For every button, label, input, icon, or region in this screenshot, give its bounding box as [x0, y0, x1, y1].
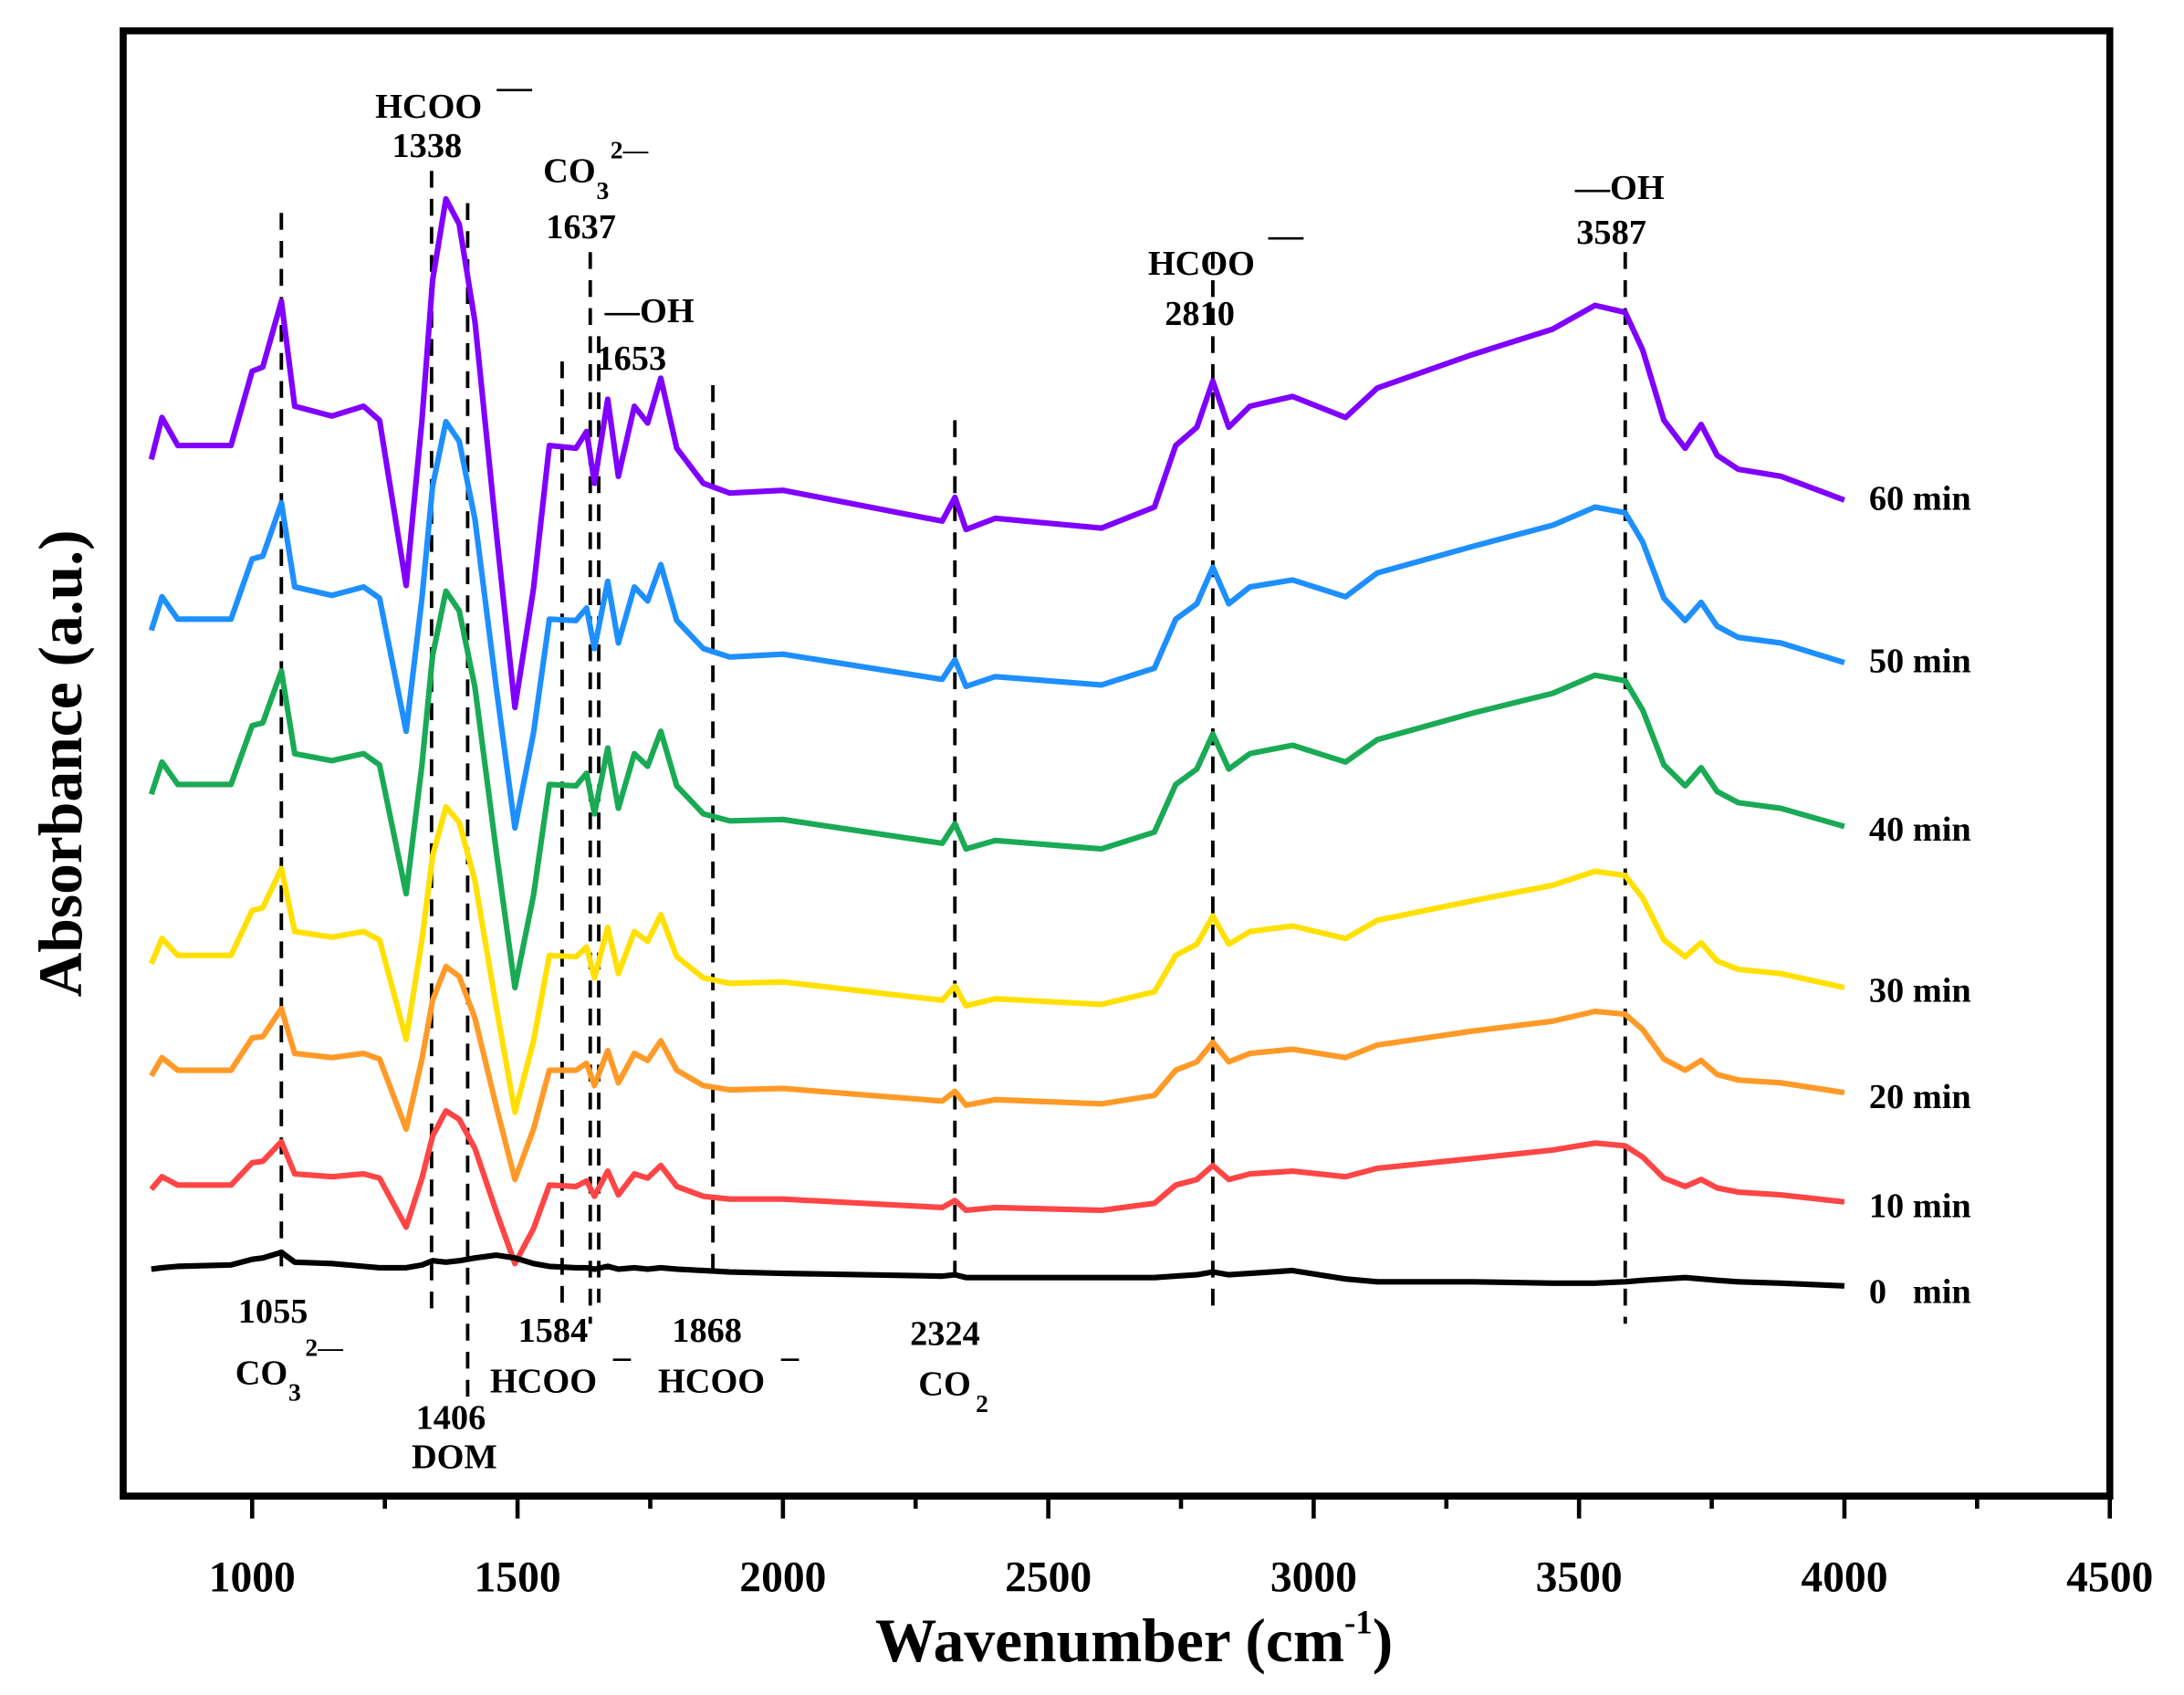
series-label-20min: 20 min [1869, 1078, 1971, 1116]
x-tick-label: 4000 [1801, 1554, 1887, 1601]
series-label-40min: 40 min [1869, 811, 1971, 849]
x-tick-label: 4500 [2066, 1554, 2153, 1601]
series-line-50min [148, 418, 1845, 832]
annotation-1338-value: 1338 [392, 127, 463, 165]
series-label-50min: 50 min [1869, 643, 1971, 681]
annotation-1653-value: 1653 [596, 340, 666, 378]
series-line-40min [148, 588, 1845, 991]
annotation-2324-value: 2324 [910, 1314, 980, 1353]
x-axis-label-main: Wavenumber (cm [875, 1606, 1344, 1675]
annotation-2810-species: HCOO [1148, 245, 1255, 283]
annotation-1584-species: HCOO [490, 1362, 597, 1400]
series-line-0min [151, 1249, 1844, 1289]
annotation-1055-value: 1055 [238, 1292, 308, 1331]
annotation-1406-species: DOM [412, 1438, 497, 1476]
annotation-3587-species: —OH [1574, 169, 1665, 207]
x-axis-ticks [250, 1496, 2113, 1519]
annotation-1637-sub: 3 [596, 176, 609, 204]
annotation-1584-charge: _ [612, 1326, 632, 1365]
series-label-0min: 0 min [1869, 1272, 1971, 1311]
x-axis-tick-labels: 1000 1500 2000 2500 3000 3500 4000 4500 [209, 1554, 2153, 1601]
x-tick-label: 2500 [1005, 1554, 1092, 1601]
series-label-10min: 10 min [1869, 1188, 1971, 1226]
x-tick-label: 3500 [1536, 1554, 1623, 1601]
annotation-2810-value: 2810 [1165, 295, 1235, 333]
annotation-2324-species: CO [918, 1365, 971, 1404]
series-label-60min: 60 min [1869, 480, 1971, 518]
spectra-series [148, 195, 1845, 1289]
annotation-1637-value: 1637 [546, 208, 616, 246]
plot-frame [120, 26, 2114, 1500]
annotation-1653-species: —OH [604, 292, 695, 330]
x-tick-label: 1000 [209, 1554, 296, 1601]
x-axis-label-sup: -1 [1344, 1603, 1373, 1640]
annotation-1637-species: CO [543, 152, 596, 191]
annotation-1868-charge: _ [780, 1326, 799, 1365]
annotation-1868-species: HCOO [658, 1362, 765, 1400]
annotation-1637-charge: 2— [611, 135, 649, 163]
annotation-1406-value: 1406 [416, 1398, 486, 1437]
reference-lines [279, 171, 1627, 1408]
annotation-1584-value: 1584 [518, 1312, 589, 1350]
series-label-30min: 30 min [1869, 971, 1971, 1010]
series-line-60min [148, 195, 1845, 711]
series-line-10min [149, 1107, 1845, 1267]
series-line-30min [148, 803, 1845, 1115]
x-tick-label: 3000 [1270, 1554, 1357, 1601]
series-line-20min [149, 963, 1845, 1183]
annotation-1055-species: CO [235, 1354, 288, 1392]
x-tick-label: 1500 [475, 1554, 561, 1601]
annotation-1868-value: 1868 [672, 1312, 742, 1350]
annotation-1055-sub: 3 [288, 1378, 301, 1407]
x-axis-label: Wavenumber (cm-1) [875, 1603, 1393, 1675]
annotation-1338-charge: — [496, 68, 533, 106]
x-tick-label: 2000 [739, 1554, 826, 1601]
annotation-2324-sub: 2 [976, 1389, 988, 1418]
annotation-3587-value: 3587 [1576, 214, 1646, 252]
x-axis-label-close: ) [1373, 1606, 1393, 1675]
annotation-1338-species: HCOO [375, 88, 482, 126]
y-axis-label: Absorbance (a.u.) [26, 529, 95, 997]
annotation-1055-charge: 2— [305, 1334, 343, 1362]
annotation-2810-charge: — [1268, 216, 1304, 255]
